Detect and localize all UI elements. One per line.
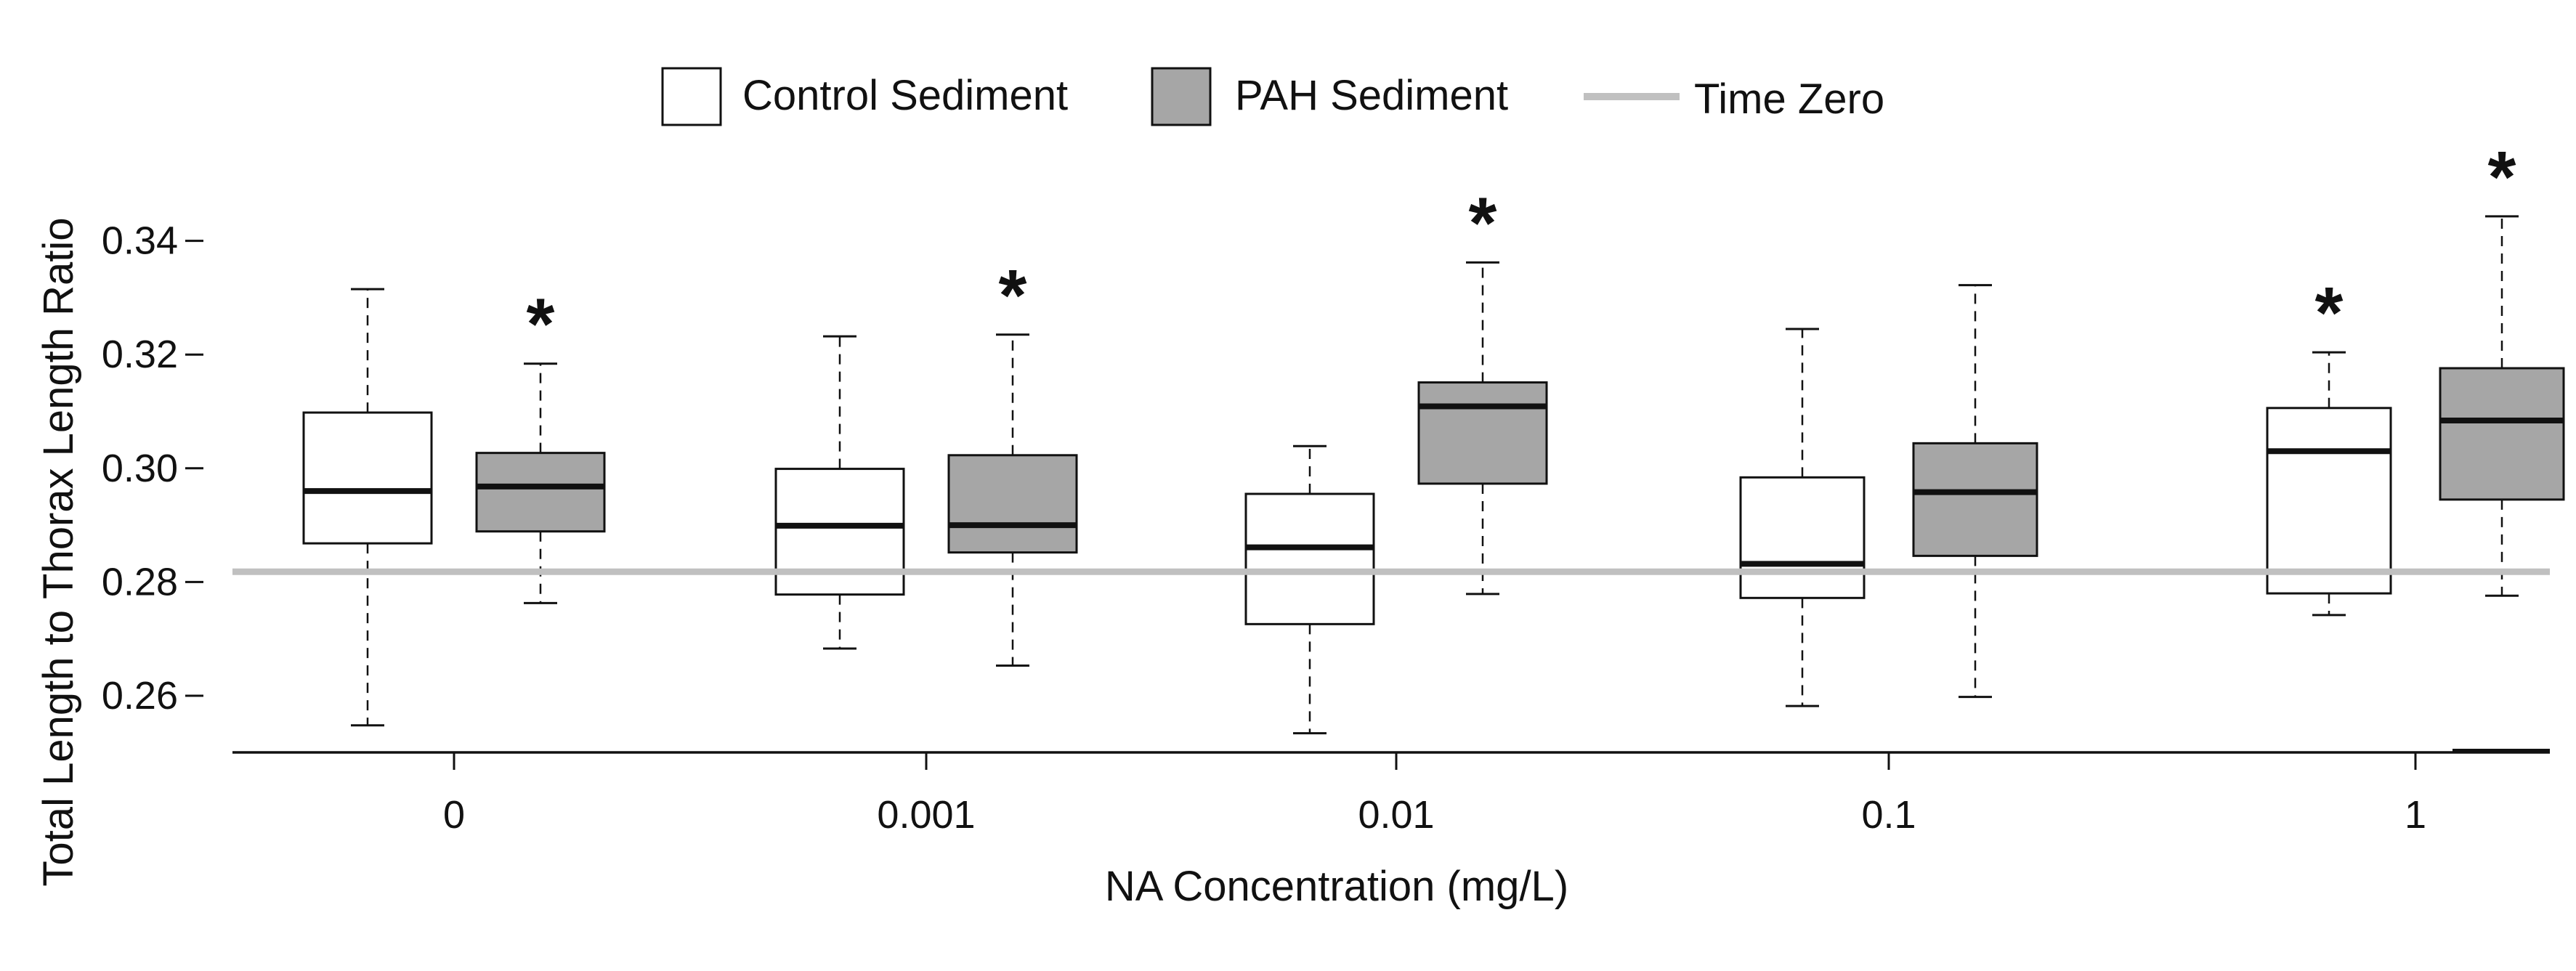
y-tick-label: 0.30 [102, 447, 178, 490]
x-tick-label: 0.1 [1861, 793, 1916, 837]
x-tick-label: 1 [2405, 793, 2426, 837]
pah-box-0.1 [1912, 442, 2038, 557]
pah-box-0.001 [947, 454, 1078, 554]
x-tick-label: 0.001 [877, 793, 975, 837]
legend-pah-swatch [1151, 67, 1212, 126]
pah-box-1 [2439, 367, 2565, 501]
y-tick-label: 0.32 [102, 333, 178, 376]
significance-star: * [999, 255, 1027, 336]
pah-box-0.01 [1417, 381, 1548, 485]
y-tick-label: 0.26 [102, 674, 178, 718]
control-box-0.01 [1244, 492, 1375, 625]
legend-pah-label: PAH Sediment [1235, 72, 1508, 119]
significance-star: * [2315, 272, 2344, 354]
significance-star: * [1469, 182, 1497, 264]
legend: Control Sediment PAH Sediment Time Zero [661, 67, 1884, 126]
legend-timezero-label: Time Zero [1694, 76, 1884, 123]
x-tick-label: 0 [443, 793, 465, 837]
significance-star: * [527, 284, 555, 365]
control-box-0.001 [774, 468, 905, 596]
control-box-1 [2266, 407, 2392, 595]
y-tick-label: 0.28 [102, 560, 178, 604]
pah-box-0 [475, 452, 606, 533]
x-axis-label: NA Concentration (mg/L) [1105, 863, 1568, 910]
plot-area: 0.26 0.28 0.30 0.32 0.34 0 0.001 0.01 0.1 1 * * * * * [102, 137, 2565, 837]
legend-control-label: Control Sediment [742, 72, 1068, 119]
y-axis-label: Total Length to Thorax Length Ratio [35, 217, 82, 886]
x-tick-label: 0.01 [1358, 793, 1434, 837]
legend-control-swatch [661, 67, 722, 126]
control-box-0.1 [1739, 476, 1866, 599]
significance-star: * [2488, 137, 2516, 218]
y-tick-label: 0.34 [102, 219, 178, 263]
control-box-0 [302, 411, 433, 545]
